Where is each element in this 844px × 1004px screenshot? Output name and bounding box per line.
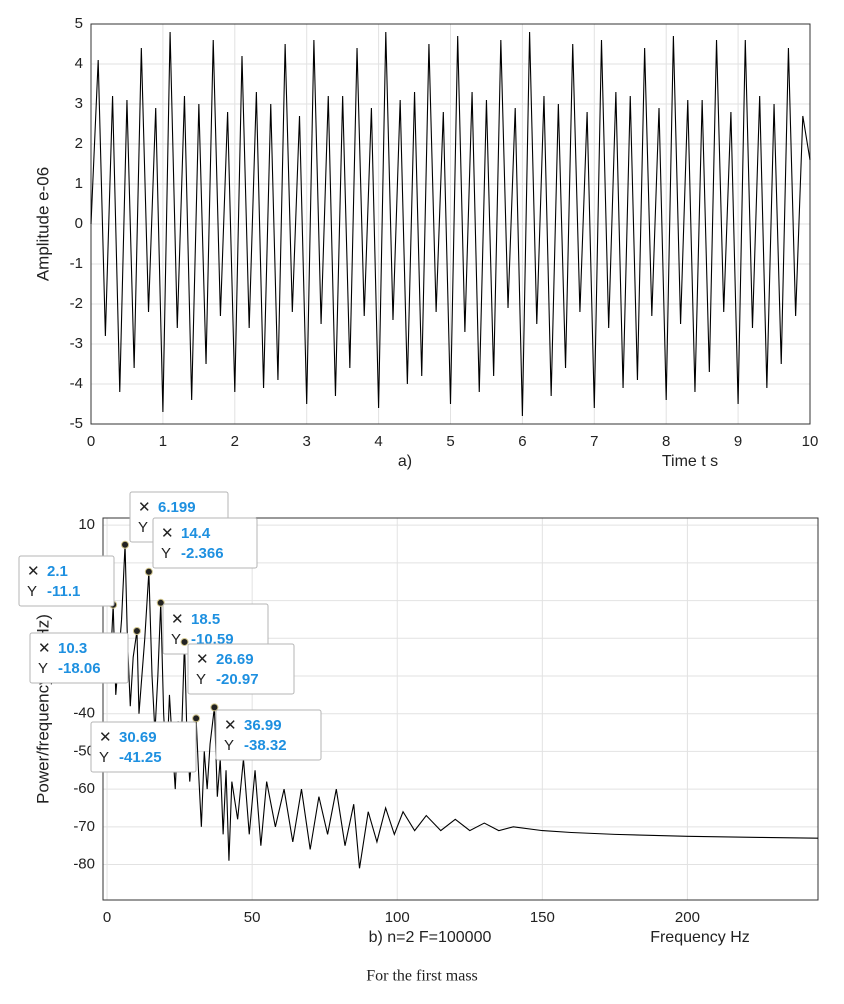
datatip-x: 18.5	[191, 611, 220, 628]
y-tick-label: -4	[70, 375, 83, 392]
datatip-y-prefix: Y	[38, 660, 48, 677]
y-tick-label: -80	[73, 856, 95, 873]
datatip: ✕ 30.69 Y -41.25	[90, 721, 197, 773]
datatip-y-prefix: Y	[161, 545, 171, 562]
x-tick-label: 8	[662, 433, 670, 450]
axes-box	[102, 517, 819, 901]
y-tick-label: -70	[73, 818, 95, 835]
x-tick-label: 7	[590, 433, 598, 450]
x-tick-label: 100	[385, 909, 410, 926]
datatip-x-prefix: ✕	[99, 729, 112, 746]
x-tick-label: 150	[530, 909, 555, 926]
datatip-x-prefix: ✕	[138, 499, 151, 516]
datatip-marker	[210, 703, 219, 712]
x-tick-label: 50	[244, 909, 261, 926]
x-tick-label: 4	[374, 433, 382, 450]
datatip-x-prefix: ✕	[224, 717, 237, 734]
x-tick-label: 200	[675, 909, 700, 926]
y-tick-label: -5	[70, 415, 83, 432]
datatip-x-prefix: ✕	[161, 525, 174, 542]
line-series	[106, 544, 819, 869]
y-tick-label: -50	[73, 742, 95, 759]
datatip-x-prefix: ✕	[196, 651, 209, 668]
datatip-x: 2.1	[47, 563, 68, 580]
y-axis-label: Amplitude e-06	[33, 167, 52, 281]
x-tick-label: 1	[159, 433, 167, 450]
y-tick-label: -1	[70, 255, 83, 272]
y-tick-label: -2	[70, 295, 83, 312]
datatip-x: 36.99	[244, 717, 282, 734]
datatip-x: 30.69	[119, 729, 157, 746]
x-tick-label: 6	[518, 433, 526, 450]
datatip-y: -20.97	[216, 671, 259, 688]
datatip-marker	[192, 714, 201, 723]
panel-label: a)	[398, 453, 412, 470]
datatip-marker	[132, 626, 141, 635]
x-tick-label: 2	[231, 433, 239, 450]
caption: For the first mass	[366, 968, 478, 985]
y-tick-label: -3	[70, 335, 83, 352]
datatip-y-prefix: Y	[99, 749, 109, 766]
datatip-box	[215, 709, 322, 761]
datatip-marker	[156, 598, 165, 607]
datatip-y: -2.366	[181, 545, 224, 562]
datatip: ✕ 36.99 Y -38.32	[215, 709, 322, 761]
y-tick-label: 4	[75, 55, 83, 72]
datatip-y-prefix: Y	[171, 631, 181, 648]
datatip-y-prefix: Y	[224, 737, 234, 754]
datatip-x-prefix: ✕	[27, 563, 40, 580]
datatip: ✕ 2.1 Y -11.1	[18, 555, 115, 607]
datatip-marker	[121, 540, 130, 549]
datatip-x: 14.4	[181, 525, 211, 542]
datatip-y: -38.32	[244, 737, 287, 754]
y-tick-label: -40	[73, 705, 95, 722]
datatip-y: -41.25	[119, 749, 162, 766]
y-tick-label: 1	[75, 175, 83, 192]
x-axis-label: Time t s	[662, 453, 718, 470]
y-tick-label: 2	[75, 135, 83, 152]
datatip-marker	[144, 567, 153, 576]
y-tick-label: 3	[75, 95, 83, 112]
datatip: ✕ 26.69 Y -20.97	[187, 643, 295, 695]
x-tick-label: 9	[734, 433, 742, 450]
datatip: ✕ 14.4 Y -2.366	[152, 517, 258, 569]
datatip-y-prefix: Y	[196, 671, 206, 688]
datatip-box	[90, 721, 197, 773]
x-tick-label: 10	[802, 433, 819, 450]
datatip-x-prefix: ✕	[38, 640, 51, 657]
y-tick-label: 10	[78, 516, 95, 533]
datatip-box	[152, 517, 258, 569]
y-tick-label: 5	[75, 15, 83, 32]
datatip-box	[187, 643, 295, 695]
datatip: ✕ 18.5Y -10.59	[162, 603, 269, 655]
datatip-marker	[180, 637, 189, 646]
plot-area	[103, 518, 818, 900]
datatip-x-prefix: ✕	[171, 611, 184, 628]
datatip-y-prefix: Y	[27, 583, 37, 600]
line-series	[90, 31, 811, 417]
datatip-box	[18, 555, 115, 607]
panel-label: b) n=2 F=100000	[369, 929, 492, 946]
datatip: ✕ 10.3 Y -18.06	[29, 632, 129, 684]
y-tick-label: 0	[75, 215, 83, 232]
datatip-y: -18.06	[58, 660, 101, 677]
x-tick-label: 5	[446, 433, 454, 450]
datatip-y-prefix: Y	[138, 519, 148, 536]
datatip-box	[29, 632, 129, 684]
x-axis-label: Frequency Hz	[650, 929, 750, 946]
x-tick-label: 0	[87, 433, 95, 450]
x-tick-label: 0	[103, 909, 111, 926]
datatip-x: 10.3	[58, 640, 87, 657]
datatip-x: 26.69	[216, 651, 254, 668]
datatip-x: 6.199	[158, 499, 196, 516]
y-tick-label: -60	[73, 780, 95, 797]
datatip-y: -11.1	[47, 583, 80, 600]
x-tick-label: 3	[303, 433, 311, 450]
